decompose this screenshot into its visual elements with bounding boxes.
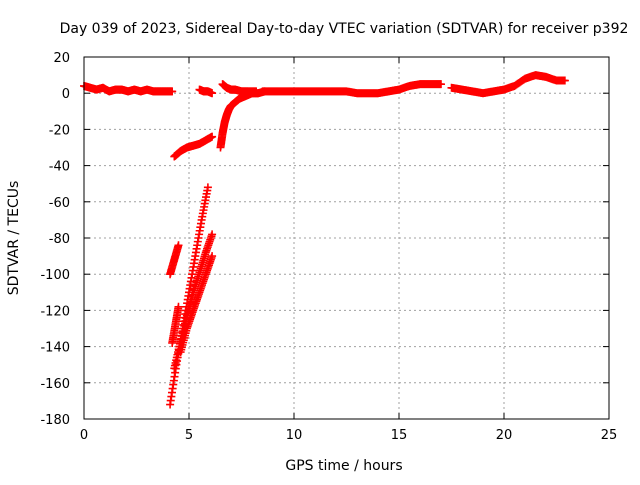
- series-baseline-early: [80, 81, 177, 96]
- data-point: [208, 230, 217, 239]
- series-decline-segment: [170, 132, 217, 161]
- series-baseline-short: [195, 85, 217, 98]
- y-tick-label: 0: [62, 87, 70, 102]
- data-point: [208, 89, 217, 98]
- tick-labels: 0 5 10 15 20 25 -180 -160 -140 -120 -100 -80 -60 -40 -…: [40, 51, 617, 443]
- y-tick-label: -160: [40, 377, 70, 392]
- y-tick-label: -80: [49, 232, 70, 247]
- y-axis-title: SDTVAR / TECUs: [6, 181, 22, 296]
- data-point: [437, 80, 445, 89]
- data-point: [174, 302, 183, 311]
- series-recovery-curve: [216, 87, 269, 152]
- x-tick-label: 25: [601, 428, 618, 443]
- series-steep-line-4: [166, 241, 183, 279]
- series-baseline-midday: [258, 80, 445, 98]
- x-tick-label: 5: [185, 428, 193, 443]
- x-tick-label: 10: [286, 428, 303, 443]
- x-tick-label: 0: [80, 428, 88, 443]
- data-point: [174, 241, 183, 250]
- data-point: [208, 252, 217, 261]
- data-point: [252, 87, 261, 96]
- data-points: [80, 71, 569, 409]
- x-axis-title: GPS time / hours: [285, 458, 402, 474]
- series-recovery-band: [218, 80, 261, 96]
- y-tick-label: -100: [40, 268, 70, 283]
- chart-title: Day 039 of 2023, Sidereal Day-to-day VTE…: [60, 21, 629, 37]
- series-baseline-late: [447, 71, 569, 98]
- data-point: [203, 183, 212, 192]
- data-point: [560, 76, 569, 85]
- data-point: [208, 132, 217, 141]
- x-tick-label: 20: [496, 428, 513, 443]
- y-tick-label: -20: [49, 123, 70, 138]
- x-tick-label: 15: [391, 428, 408, 443]
- series-steep-line-3: [176, 252, 217, 357]
- y-tick-label: -60: [49, 196, 70, 211]
- grid: [84, 57, 609, 419]
- plot-frame: [83, 56, 610, 420]
- y-tick-label: -40: [49, 160, 70, 175]
- y-tick-label: 20: [53, 51, 70, 66]
- y-tick-label: -180: [40, 413, 70, 428]
- series-steep-line-5: [168, 302, 183, 347]
- data-point: [168, 87, 177, 96]
- y-tick-label: -140: [40, 341, 70, 356]
- y-tick-label: -120: [40, 304, 70, 319]
